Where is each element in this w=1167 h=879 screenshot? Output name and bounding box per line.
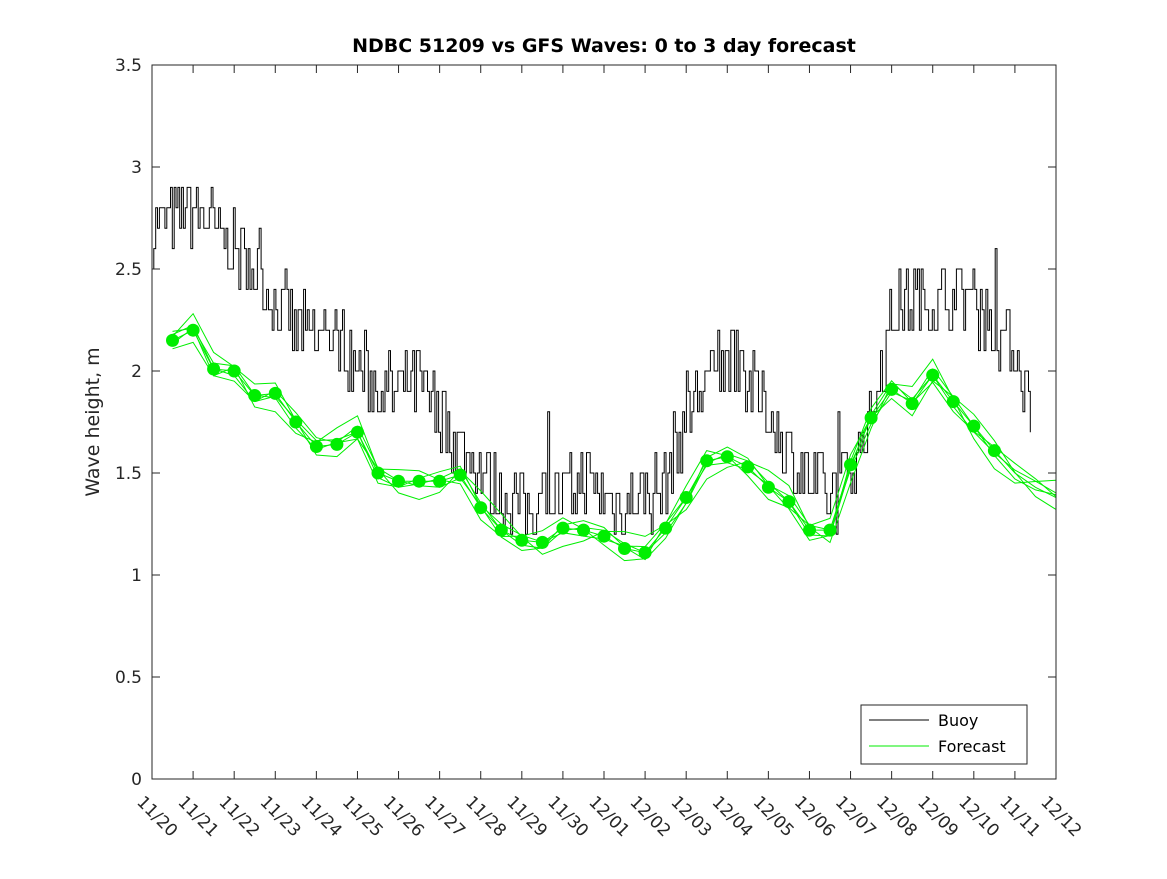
legend: Buoy Forecast (860, 704, 1028, 765)
forecast-point (659, 521, 673, 535)
forecast-point (268, 386, 282, 400)
y-tick-label: 0 (131, 770, 142, 790)
forecast-point (289, 415, 303, 429)
forecast-point (597, 529, 611, 543)
y-tick-label: 2 (131, 362, 142, 382)
forecast-point (761, 480, 775, 494)
forecast-point (351, 425, 364, 439)
forecast-point (618, 542, 631, 555)
forecast-point (967, 419, 981, 433)
legend-forecast-label: Forecast (938, 737, 1006, 756)
y-axis: 0 0.5 1 1.5 2 2.5 3 3.5 (115, 56, 1056, 790)
y-tick-label: 0.5 (115, 668, 142, 688)
legend-buoy-label: Buoy (938, 711, 978, 730)
y-tick-label: 2.5 (115, 260, 142, 280)
forecast-point (864, 411, 878, 425)
forecast-point (248, 389, 262, 402)
forecast-point (186, 323, 200, 337)
y-tick-label: 3.5 (115, 56, 142, 76)
legend-box (860, 704, 1028, 765)
forecast-point (638, 546, 652, 560)
y-tick-label: 3 (131, 158, 142, 178)
forecast-point (330, 437, 344, 451)
y-tick-label: 1 (131, 566, 142, 586)
buoy-series (152, 186, 1031, 535)
forecast-line (172, 312, 1056, 555)
forecast-point (474, 501, 488, 515)
forecast-point (782, 495, 796, 509)
forecast-point (166, 333, 179, 347)
chart-title: NDBC 51209 vs GFS Waves: 0 to 3 day fore… (352, 35, 856, 57)
forecast-point (412, 474, 426, 488)
forecast-point (741, 460, 755, 474)
forecast-point (946, 395, 960, 409)
forecast-point (453, 468, 467, 482)
forecast-point (577, 523, 590, 537)
forecast-point (309, 440, 323, 453)
forecast-line (172, 341, 1056, 562)
forecast-point (987, 444, 1001, 458)
forecast-point (679, 491, 693, 504)
forecast-point (926, 368, 940, 382)
forecast-point (905, 397, 919, 411)
forecast-point (803, 523, 816, 537)
buoy-line (152, 186, 1031, 535)
forecast-point (433, 474, 447, 488)
forecast-point (535, 535, 549, 549)
forecast-point (556, 521, 570, 535)
y-axis-label: Wave height, m (82, 347, 104, 496)
y-tick-label: 1.5 (115, 464, 142, 484)
forecast-point (885, 382, 899, 396)
forecast-point (392, 474, 405, 488)
forecast-point (823, 523, 837, 537)
forecast-point (720, 450, 734, 464)
forecast-point (844, 458, 857, 472)
forecast-point (515, 533, 529, 547)
forecast-point (494, 523, 508, 537)
forecast-point (227, 364, 241, 378)
forecast-point (700, 454, 714, 468)
forecast-point (371, 466, 385, 480)
forecast-point (207, 362, 221, 376)
forecast-markers (166, 323, 1001, 560)
